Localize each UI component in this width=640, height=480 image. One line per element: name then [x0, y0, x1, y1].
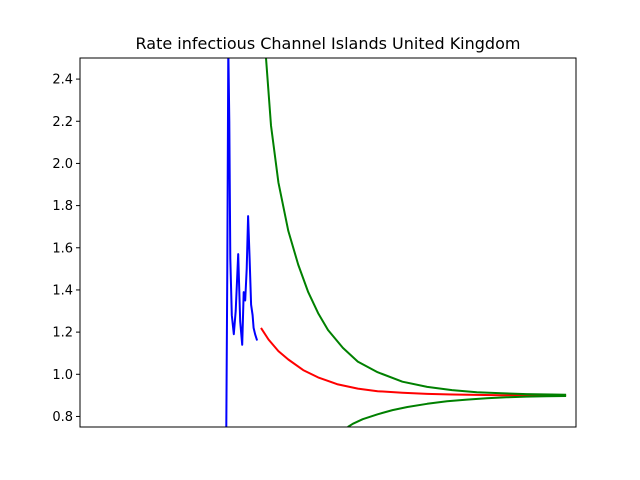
y-tick-label: 1.8 [52, 199, 73, 214]
y-tick-label: 1.2 [52, 326, 73, 341]
series-line-1 [225, 58, 259, 427]
series-line-2 [260, 327, 567, 397]
series-line-3 [265, 58, 567, 396]
plot-frame [79, 57, 577, 428]
series-layer [225, 58, 567, 427]
y-axis: 0.8 1.0 1.2 1.4 1.6 1.8 2.0 2.2 2.4 [52, 73, 80, 425]
chart-title: Rate infectious Channel Islands United K… [136, 34, 521, 53]
y-tick-label: 1.6 [52, 241, 73, 256]
y-tick-label: 2.0 [52, 157, 73, 172]
y-tick-label: 1.4 [52, 283, 73, 298]
y-tick-label: 1.0 [52, 368, 73, 383]
y-tick-label: 0.8 [52, 410, 73, 425]
y-tick-label: 2.2 [52, 115, 73, 130]
y-tick-label: 2.4 [52, 73, 73, 88]
series-line-4 [347, 395, 567, 427]
